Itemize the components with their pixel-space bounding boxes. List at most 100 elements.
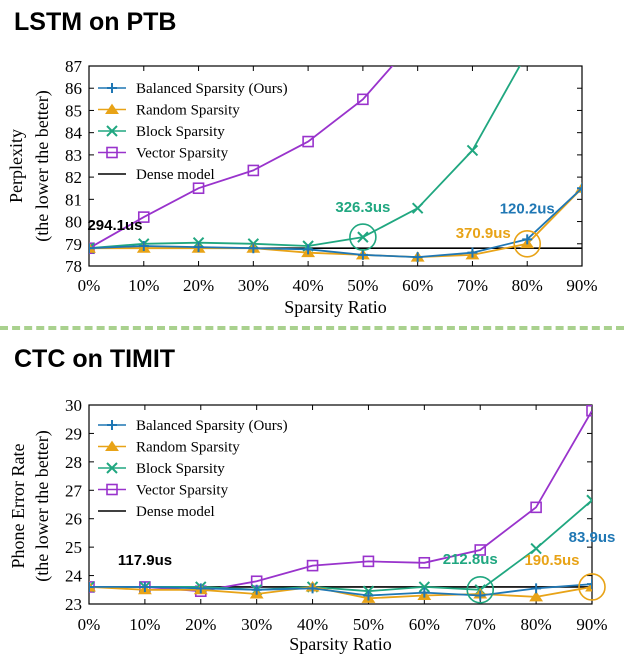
data-point-balanced — [193, 242, 204, 253]
x-tick-label: 20% — [185, 615, 216, 634]
y-tick-label: 27 — [65, 481, 83, 500]
series-line-balanced — [89, 583, 592, 597]
y-tick-label: 23 — [65, 595, 82, 614]
plot-area — [89, 405, 592, 603]
chart-lstm-ptb: 78 79 80 81 82 83 84 85 86 87 0% 10% 20% 30% 40% 50% 60%… — [6, 57, 598, 317]
legend-label-block: Block Sparsity — [136, 124, 225, 140]
y-tick-label: 83 — [65, 146, 82, 165]
section-divider — [0, 326, 624, 330]
y-tick-label: 81 — [65, 190, 82, 209]
legend-marker-random — [105, 440, 119, 451]
data-point-block — [466, 144, 479, 157]
data-point-vector — [137, 211, 150, 223]
annotation-label-random: 190.5us — [524, 552, 579, 569]
data-point-balanced — [412, 252, 423, 263]
data-point-vector — [306, 559, 319, 572]
x-tick-label: 60% — [409, 615, 440, 634]
x-tick-label: 10% — [129, 615, 160, 634]
x-axis-label: Sparsity Ratio — [284, 297, 387, 317]
y-tick-label: 28 — [65, 453, 82, 472]
y-tick-label: 29 — [65, 424, 82, 443]
plot-frame — [88, 404, 593, 605]
y-tick-label: 82 — [65, 168, 82, 187]
legend-label-dense: Dense model — [136, 504, 215, 520]
x-tick-label: 0% — [78, 615, 101, 634]
annotation-label-block: 212.8us — [443, 551, 498, 568]
y-tick-label: 87 — [65, 57, 83, 76]
data-point-random — [529, 590, 544, 602]
x-tick-label: 80% — [521, 615, 552, 634]
y-tick-label: 78 — [65, 257, 82, 276]
data-point-balanced — [475, 590, 486, 601]
data-point-balanced — [89, 243, 94, 254]
legend-label-random: Random Sparsity — [136, 440, 240, 456]
data-point-balanced — [577, 183, 582, 194]
data-point-balanced — [303, 244, 314, 255]
series-line-random — [89, 187, 582, 259]
data-point-vector — [530, 501, 542, 514]
y-tick-label: 85 — [65, 101, 82, 120]
x-tick-label: 20% — [183, 276, 214, 295]
data-point-block — [357, 231, 369, 243]
legend-marker-vector — [106, 146, 118, 159]
x-tick-label: 90% — [576, 615, 607, 634]
legend-marker-random — [105, 103, 119, 114]
data-point-block — [418, 581, 431, 593]
y-tick-label: 25 — [65, 538, 82, 557]
data-point-balanced — [251, 584, 262, 595]
x-tick-label: 60% — [402, 276, 433, 295]
x-tick-label: 90% — [566, 276, 597, 295]
series-line-balanced — [89, 187, 582, 259]
y-axis-label-sub: (the lower the better) — [32, 430, 53, 581]
chart-title-ctc-timit: CTC on TIMIT — [14, 345, 176, 373]
y-tick-label: 80 — [65, 213, 82, 232]
data-point-balanced — [419, 587, 430, 598]
annotation-label-balanced: 120.2us — [500, 200, 555, 217]
y-axis-label: Phone Error Rate — [8, 444, 28, 569]
data-point-balanced — [467, 247, 478, 258]
y-axis-label: Perplexity — [6, 129, 26, 203]
data-point-vector — [357, 93, 369, 106]
plot-frame — [88, 65, 583, 267]
data-point-vector — [586, 405, 592, 417]
series-line-vector — [89, 66, 394, 249]
legend-label-vector: Vector Sparsity — [136, 146, 229, 162]
chart-title-lstm-ptb: LSTM on PTB — [14, 8, 177, 36]
x-tick-label: 50% — [353, 615, 384, 634]
legend-marker-balanced — [107, 83, 117, 93]
data-point-balanced — [531, 583, 542, 594]
y-tick-label: 26 — [65, 510, 82, 529]
data-point-vector — [474, 544, 487, 556]
data-point-vector — [247, 164, 260, 177]
x-tick-label: 40% — [297, 615, 328, 634]
data-point-balanced — [89, 581, 94, 592]
annotation-circle-random — [578, 573, 606, 601]
annotation-circle-block — [349, 223, 377, 251]
x-tick-label: 50% — [347, 276, 378, 295]
legend-label-vector: Vector Sparsity — [136, 483, 229, 499]
y-tick-label: 86 — [65, 79, 82, 98]
data-point-vector — [418, 556, 431, 569]
x-tick-label: 80% — [512, 276, 543, 295]
data-point-balanced — [587, 579, 592, 590]
y-tick-label: 84 — [65, 124, 83, 143]
data-point-vector — [362, 555, 375, 568]
x-tick-label: 30% — [241, 615, 272, 634]
data-point-balanced — [138, 241, 149, 251]
x-tick-label: 70% — [457, 276, 488, 295]
x-tick-label: 0% — [78, 276, 101, 295]
x-tick-label: 10% — [128, 276, 159, 295]
data-point-balanced — [248, 243, 259, 254]
data-point-block — [586, 494, 592, 506]
data-point-balanced — [522, 234, 533, 245]
data-point-vector — [302, 135, 314, 148]
annotation-label-dense: 117.9us — [118, 552, 172, 569]
plot-area — [89, 66, 582, 263]
legend-marker-block — [106, 462, 118, 474]
data-point-balanced — [363, 590, 374, 601]
x-tick-label: 40% — [293, 276, 324, 295]
data-point-block — [411, 202, 424, 214]
legend-label-random: Random Sparsity — [136, 103, 240, 119]
y-tick-label: 79 — [65, 235, 82, 254]
